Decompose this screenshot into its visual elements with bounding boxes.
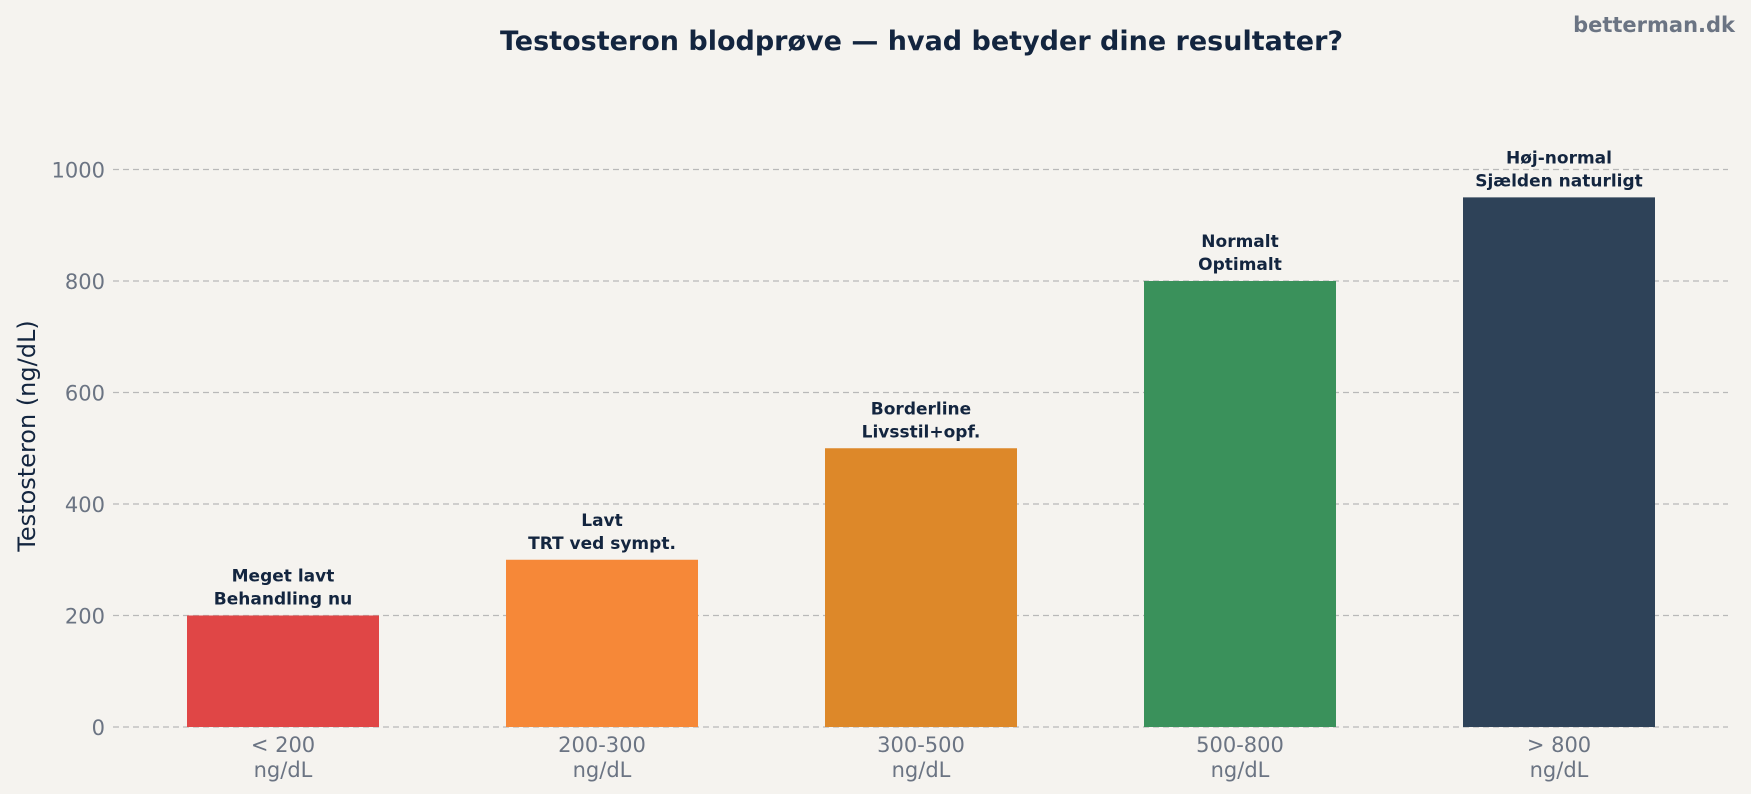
y-tick-label: 800 [65, 270, 105, 294]
x-tick-label: ng/dL [1530, 758, 1589, 782]
y-tick-label: 600 [65, 382, 105, 406]
x-tick-label: ng/dL [1211, 758, 1270, 782]
bar-data-label: Sjælden naturligt [1475, 171, 1643, 191]
x-tick-label: < 200 [251, 733, 315, 757]
y-axis-title: Testosteron (ng/dL) [13, 320, 41, 552]
bar-data-label: Normalt [1201, 232, 1278, 252]
x-axis: < 200ng/dL200-300ng/dL300-500ng/dL500-80… [251, 733, 1591, 782]
bar-data-label: Optimalt [1198, 255, 1282, 275]
bar-labels: Meget lavt Behandling nu Lavt TRT ved sympt… [214, 148, 1643, 609]
y-axis: 0 200 400 600 800 1000 [52, 159, 105, 741]
bar-data-label: Livsstil+opf. [862, 422, 981, 442]
bar-data-label: Behandling nu [214, 590, 352, 610]
gridlines [113, 168, 1728, 728]
y-tick-label: 200 [65, 605, 105, 629]
x-tick-label: ng/dL [254, 758, 313, 782]
x-tick-label: 200-300 [558, 733, 646, 757]
x-tick-label: ng/dL [892, 758, 951, 782]
bar-data-label: Borderline [871, 399, 971, 419]
bar-data-label: TRT ved sympt. [528, 534, 676, 554]
chart-title: Testosteron blodprøve — hvad betyder din… [499, 26, 1344, 57]
bar [187, 615, 379, 727]
y-tick-label: 400 [65, 493, 105, 517]
bar-data-label: Høj-normal [1506, 148, 1612, 168]
x-tick-label: 500-800 [1196, 733, 1284, 757]
y-tick-label: 1000 [52, 159, 105, 183]
bar [1463, 197, 1655, 727]
watermark: betterman.dk [1573, 13, 1735, 37]
bar-data-label: Lavt [581, 511, 623, 531]
x-tick-label: > 800 [1527, 733, 1591, 757]
bar [825, 448, 1017, 727]
x-tick-label: 300-500 [877, 733, 965, 757]
bar [506, 559, 698, 727]
x-tick-label: ng/dL [573, 758, 632, 782]
bars [187, 197, 1655, 727]
bar [1144, 281, 1336, 727]
y-tick-label: 0 [92, 716, 105, 740]
bar-data-label: Meget lavt [232, 567, 335, 587]
